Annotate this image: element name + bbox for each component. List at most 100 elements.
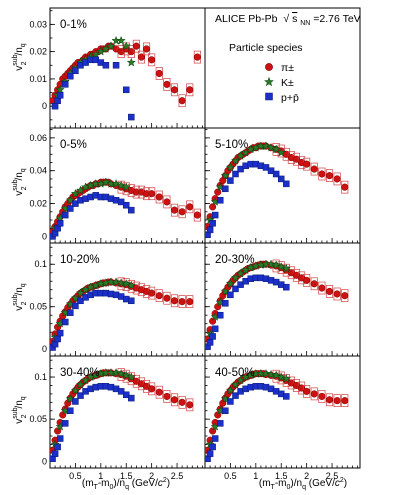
panel-0-1pct-proton-point <box>72 67 79 74</box>
panel-5-10pct-proton-point <box>272 170 280 178</box>
panel-20-30pct-pion-point <box>341 292 349 300</box>
panel-40-50pct-proton-point <box>222 407 229 414</box>
panel-10-20pct-proton-point <box>54 335 61 343</box>
panel-0-5pct-proton-point <box>56 220 64 227</box>
panel-10-20pct-ytick-label: 0 <box>42 344 47 354</box>
panel-30-40pct-xtick-label: 2.5 <box>171 471 184 481</box>
panel-5-10pct-kaon-point <box>261 141 271 151</box>
panel-10-20pct-title: 10-20% <box>60 254 100 266</box>
panel-0-1pct-pion-point <box>178 97 186 105</box>
panel-5-10pct-proton-point <box>267 167 275 174</box>
panel-5-10pct-kaon-point <box>276 147 286 157</box>
panel-10-20pct-pion-point <box>178 298 186 306</box>
panel-40-50pct-kaon-point <box>225 385 236 395</box>
legend-label-pion: π± <box>281 62 294 74</box>
panel-0-5pct-kaon-point <box>101 177 111 187</box>
panel-40-50pct-xtick-label: 1 <box>253 471 258 481</box>
panel-0-1pct-proton-point <box>122 86 130 94</box>
panel-10-20pct-pion-point <box>186 298 194 306</box>
legend-entry-pion: π± <box>265 62 294 74</box>
panel-0-5pct-kaon-point <box>111 178 121 188</box>
legend-entry-proton: p+p̄ <box>265 92 299 104</box>
panel-40-50pct-proton-point <box>211 435 219 442</box>
panel-10-20pct-pion-point <box>170 297 179 305</box>
panel-40-50pct-proton-point <box>209 443 216 451</box>
panel-40-50pct-kaon-point <box>276 372 286 382</box>
panel-30-40pct-ytick-label: 0.05 <box>29 414 47 424</box>
panel-0-1pct-kaon-point <box>106 41 116 51</box>
panel-0-1pct-kaon-point <box>126 57 136 67</box>
panel-0-5pct-proton-point <box>67 205 74 212</box>
panel-0-5pct-ytick-label: 0 <box>42 231 47 241</box>
panel-30-40pct-xtick-label: 1.5 <box>120 471 133 481</box>
panel-40-50pct-proton-point <box>232 392 239 399</box>
ylabel-text: vsub 2/nq <box>12 168 28 196</box>
panel-10-20pct-proton-point <box>77 297 84 305</box>
panel-20-30pct-proton-point <box>232 285 239 293</box>
panel-10-20pct-pion-point <box>148 289 156 297</box>
panel-5-10pct-kaon-point <box>271 144 281 154</box>
panel-20-30pct-pion-point <box>325 287 334 295</box>
panel-20-30pct-proton-point <box>222 300 229 307</box>
panel-40-50pct-xtick-label: 2 <box>304 471 309 481</box>
panel-30-40pct-proton-point <box>77 392 84 399</box>
panel-30-40pct-proton-point <box>61 420 69 427</box>
panel-5-10pct-proton-point <box>211 211 219 219</box>
panel-30-40pct-proton-point <box>54 443 61 451</box>
panel-0-1pct-pion-point <box>148 56 156 64</box>
panel-5-10pct-proton-point <box>206 226 214 234</box>
panel-0-5pct-proton-point <box>128 206 135 214</box>
panel-30-40pct-xtick-label: 2 <box>149 471 154 481</box>
panel-5-10pct-proton-point <box>277 175 285 183</box>
panel-0-1pct-kaon-point <box>55 84 65 94</box>
panel-0-1pct-ytick-label: 0.02 <box>29 47 47 57</box>
panel-30-40pct-kaon-point <box>70 385 81 395</box>
panel-40-50pct-proton-point <box>216 420 224 427</box>
panel-10-20pct-proton-point <box>56 329 64 337</box>
panel-40-50pct-pion-point <box>318 392 326 400</box>
panel-30-40pct-kaon-point <box>65 394 76 403</box>
panel-0-1pct-kaon-point <box>121 41 131 51</box>
legend-collab-label: ALICE Pb-Pb <box>215 13 278 25</box>
panel-30-40pct-pion-point <box>163 392 171 400</box>
panel-0-1pct-proton-point <box>54 97 61 104</box>
panel-5-10pct-proton-point <box>283 180 290 188</box>
panel-20-30pct-proton-point <box>206 339 214 346</box>
panel-5-10pct-pion-point <box>209 203 217 211</box>
legend-entry-kaon: K± <box>263 76 294 89</box>
xlabel-left: (mT-m0)/nq (GeV/c2) <box>82 477 170 491</box>
panel-10-20pct-ytick-label: 0.1 <box>34 259 47 269</box>
panel-0-5pct-pion-point <box>155 193 163 201</box>
panel-20-30pct-pion-point <box>333 290 341 298</box>
ylabel-text: vsub 2/nq <box>12 283 28 311</box>
panel-0-5pct-pion-point <box>186 203 194 211</box>
panel-0-1pct-proton-point <box>61 81 69 88</box>
panel-0-5pct-kaon-point <box>121 182 131 192</box>
panel-30-40pct-proton-point <box>117 388 125 395</box>
panel-0-1pct-ytick-label: 0.01 <box>29 74 47 84</box>
panel-0-5pct-pion-point <box>170 206 179 214</box>
ylabel-row-1: vsub 2/nq <box>12 43 28 71</box>
panel-5-10pct-kaon-point <box>230 155 241 165</box>
panel-5-10pct-pion-point <box>303 160 311 168</box>
panel-40-50pct-frame <box>204 355 361 469</box>
panel-20-30pct-pion-point <box>310 280 318 288</box>
panel-30-40pct-kaon-point <box>116 368 126 378</box>
ylabel-row-2: vsub 2/nq <box>12 168 28 196</box>
panel-0-1pct-pion-point <box>137 53 146 61</box>
legend-marker-pion <box>265 63 273 71</box>
panel-20-30pct-kaon-point <box>276 261 286 271</box>
panel-20-30pct-kaon-point <box>271 260 281 270</box>
ylabel-text: vsub 2/nq <box>12 43 28 71</box>
legend-energy-value: =2.76 TeV <box>313 13 360 25</box>
legend-energy-s: s <box>292 13 297 25</box>
panel-0-1pct-pion-point <box>186 86 194 94</box>
panel-30-40pct-pion-point <box>178 398 186 406</box>
panel-5-10pct-proton-point <box>222 185 229 193</box>
panel-0-5pct-proton-point <box>61 211 69 219</box>
panel-0-5pct-kaon-point <box>65 195 76 205</box>
legend: ALICE Pb-Pb √ s NN =2.76 TeV Particle sp… <box>215 13 361 104</box>
panel-20-30pct-proton-point <box>227 291 234 299</box>
panel-10-20pct-proton-point <box>67 309 74 316</box>
panel-30-40pct-kaon-point <box>126 372 136 382</box>
